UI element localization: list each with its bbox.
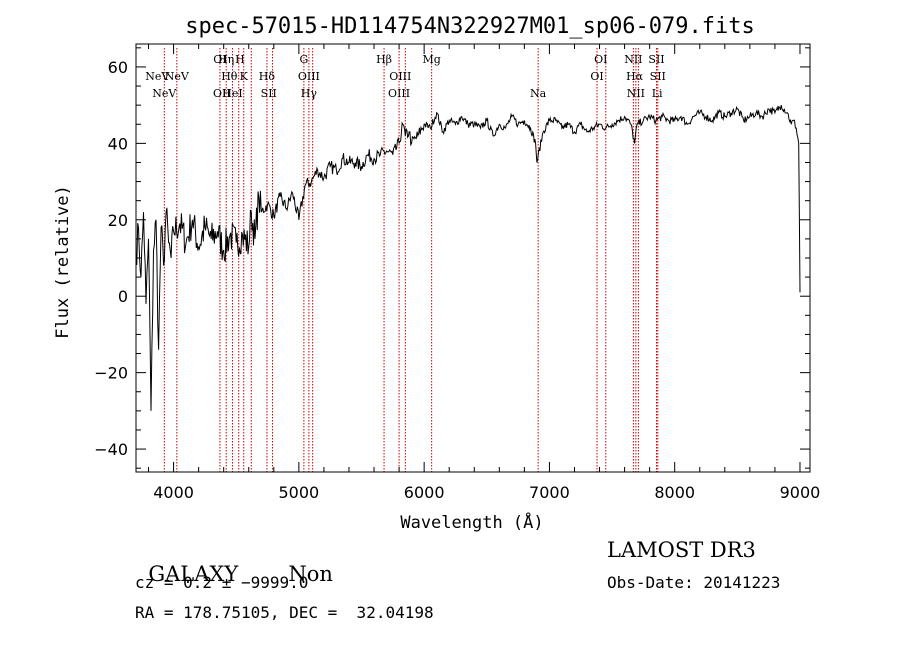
x-tick-label: 5000 [279, 483, 320, 502]
marker-label: Mg [423, 53, 441, 66]
coordinates-readout: RA = 178.75105, DEC = 32.04198 [135, 603, 434, 622]
marker-label: OIII [389, 70, 411, 83]
y-tick-label: 20 [108, 211, 128, 230]
marker-label: Hδ [259, 70, 276, 83]
marker-label: Hα [626, 70, 644, 83]
y-axis-label: Flux (relative) [53, 185, 73, 339]
marker-label: Na [530, 87, 547, 100]
marker-label: HeI [222, 87, 242, 100]
axes: 4000 5000 6000 7000 8000 9000 −40 −20 0 20 40 60 [94, 44, 820, 502]
marker-label: Li [652, 87, 663, 100]
marker-label: NeV [165, 70, 190, 83]
spectrum-series [135, 104, 801, 411]
marker-label: Hγ [301, 87, 318, 100]
y-tick-label: 0 [118, 287, 128, 306]
marker-label: OI [590, 70, 603, 83]
x-tick-label: 6000 [404, 483, 445, 502]
plot-frame [135, 43, 811, 473]
subclass-value: Non [288, 562, 333, 586]
observation-date: Obs-Date: 20141223 [607, 573, 781, 592]
y-tick-label: 60 [108, 58, 128, 77]
y-tick-label: −20 [94, 364, 128, 383]
marker-label: NII [624, 53, 642, 66]
y-tick-label: −40 [94, 440, 128, 459]
marker-label: G [299, 53, 308, 66]
spectrum-line [135, 104, 801, 411]
marker-label: OIII [388, 87, 410, 100]
marker-label: NeV [152, 87, 177, 100]
marker-label: SII [261, 87, 277, 100]
marker-label: OI [594, 53, 607, 66]
redshift-readout: cz = 0.2 ± −9999.0 [135, 573, 309, 592]
class-value: GALAXY [148, 562, 239, 586]
x-axis-label: Wavelength (Å) [400, 511, 543, 533]
marker-label: OI [213, 53, 226, 66]
marker-label: NeV [145, 70, 170, 83]
x-tick-label: 9000 [780, 483, 821, 502]
survey-name: LAMOST DR3 [607, 538, 756, 562]
y-tick-label: 40 [108, 134, 128, 153]
marker-label: NII [627, 87, 645, 100]
marker-label: SII [650, 70, 666, 83]
marker-label: Hη [218, 53, 234, 66]
marker-label: Hβ [376, 53, 392, 66]
x-tick-label: 8000 [654, 483, 695, 502]
x-tick-label: 7000 [529, 483, 570, 502]
object-subclass: Non [275, 538, 333, 586]
marker-label: K [240, 70, 249, 83]
marker-label: SII [648, 53, 664, 66]
chart-title: spec-57015-HD114754N322927M01_sp06-079.f… [185, 14, 755, 39]
marker-label: Hθ [221, 70, 238, 83]
object-class: GALAXY [135, 538, 238, 586]
x-tick-label: 4000 [153, 483, 194, 502]
marker-label: OIII [298, 70, 320, 83]
marker-label: H [235, 53, 245, 66]
marker-label: OII [213, 87, 231, 100]
